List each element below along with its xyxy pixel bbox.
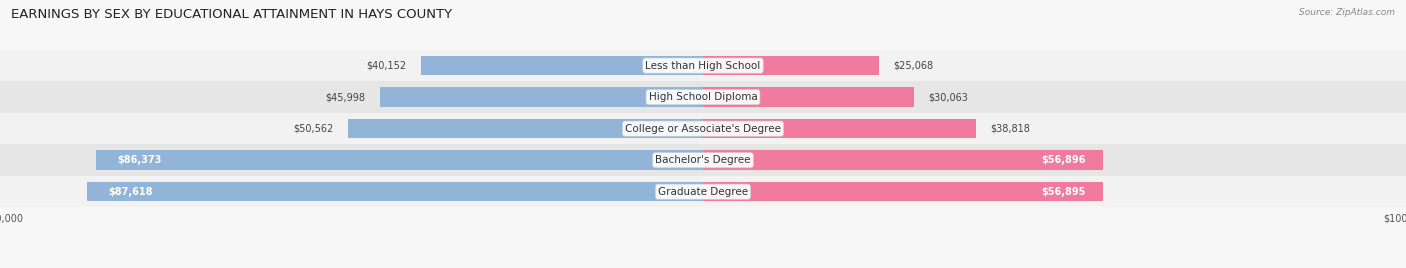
Text: $38,818: $38,818 xyxy=(990,124,1029,134)
Text: $45,998: $45,998 xyxy=(326,92,366,102)
Bar xyxy=(96,150,703,170)
Text: $87,618: $87,618 xyxy=(108,187,153,197)
Text: Graduate Degree: Graduate Degree xyxy=(658,187,748,197)
Bar xyxy=(347,119,703,138)
Bar xyxy=(0,176,1406,207)
Text: Source: ZipAtlas.com: Source: ZipAtlas.com xyxy=(1299,8,1395,17)
Bar xyxy=(703,56,879,75)
Text: $86,373: $86,373 xyxy=(117,155,162,165)
Text: $56,895: $56,895 xyxy=(1040,187,1085,197)
Text: $30,063: $30,063 xyxy=(928,92,969,102)
Text: Bachelor's Degree: Bachelor's Degree xyxy=(655,155,751,165)
Bar xyxy=(703,150,1102,170)
Text: $56,896: $56,896 xyxy=(1040,155,1085,165)
Text: High School Diploma: High School Diploma xyxy=(648,92,758,102)
Text: Less than High School: Less than High School xyxy=(645,61,761,70)
Bar xyxy=(0,81,1406,113)
Bar xyxy=(0,113,1406,144)
Text: $25,068: $25,068 xyxy=(893,61,934,70)
Bar xyxy=(703,87,914,107)
Text: EARNINGS BY SEX BY EDUCATIONAL ATTAINMENT IN HAYS COUNTY: EARNINGS BY SEX BY EDUCATIONAL ATTAINMEN… xyxy=(11,8,453,21)
Text: $50,562: $50,562 xyxy=(294,124,333,134)
Bar xyxy=(420,56,703,75)
Bar xyxy=(0,50,1406,81)
Bar xyxy=(703,119,976,138)
Bar xyxy=(87,182,703,202)
Bar xyxy=(0,144,1406,176)
Bar xyxy=(703,182,1102,202)
Text: $40,152: $40,152 xyxy=(367,61,406,70)
Text: College or Associate's Degree: College or Associate's Degree xyxy=(626,124,780,134)
Bar xyxy=(380,87,703,107)
